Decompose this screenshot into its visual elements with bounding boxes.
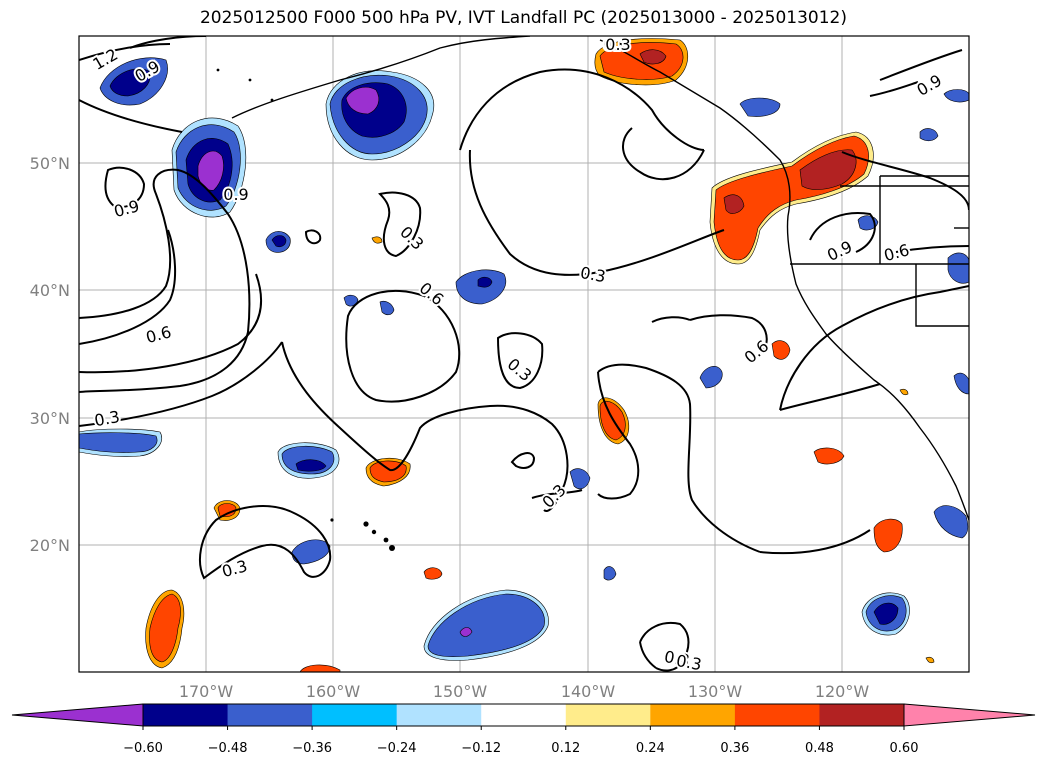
colorbar	[11, 703, 1036, 727]
lon-tick-label: 130°W	[688, 682, 743, 701]
negative-pv-regions	[79, 57, 969, 661]
positive-pv-regions	[145, 38, 935, 672]
colorbar-tick-label: −0.36	[292, 741, 332, 756]
lon-tick-label: 150°W	[433, 682, 488, 701]
colorbar-segment	[819, 704, 905, 726]
ivt-contours	[79, 36, 969, 672]
colorbar-tick-label: 0.60	[890, 741, 919, 756]
colorbar-tick-labels: −0.60 −0.48 −0.36 −0.24 −0.12 0.12 0.24 0.36 0.4…	[123, 726, 918, 756]
colorbar-segment	[650, 704, 736, 726]
colorbar-tick-label: 0.24	[636, 741, 665, 756]
colorbar-tick-label: 0.36	[720, 741, 749, 756]
contour-label: 0.3	[605, 35, 630, 54]
colorbar-segment	[565, 704, 651, 726]
lon-tick-label: 140°W	[561, 682, 616, 701]
contour-label: 0.9	[112, 196, 142, 221]
map-title: 2025012500 F000 500 hPa PV, IVT Landfall…	[199, 8, 847, 28]
colorbar-tick-label: −0.60	[123, 741, 163, 756]
colorbar-tick-label: −0.48	[208, 741, 248, 756]
lat-tick-label: 30°N	[30, 409, 70, 428]
colorbar-tick-label: −0.24	[377, 741, 417, 756]
colorbar-tick-label: 0.48	[805, 741, 834, 756]
colorbar-segment	[481, 704, 567, 726]
lat-tick-label: 40°N	[30, 281, 70, 300]
islands	[216, 68, 395, 551]
colorbar-border	[142, 703, 905, 727]
lon-tick-label: 120°W	[815, 682, 870, 701]
map-frame	[78, 35, 970, 673]
lon-tick-label: 170°W	[179, 682, 234, 701]
colorbar-tick-label: 0.12	[551, 741, 580, 756]
colorbar-segment	[396, 704, 482, 726]
contour-label: 0.6	[603, 35, 628, 54]
lon-tick-label: 160°W	[306, 682, 361, 701]
colorbar-segment	[143, 704, 229, 726]
colorbar-extend-low	[11, 703, 144, 727]
lat-tick-label: 20°N	[30, 536, 70, 555]
lon-tick-labels: 170°W 160°W 150°W 140°W 130°W 120°W	[179, 682, 870, 701]
lat-tick-labels: 50°N 40°N 30°N 20°N	[30, 154, 70, 555]
colorbar-extend-high	[903, 703, 1036, 727]
colorbar-segment	[734, 704, 820, 726]
contour-label: 0.9	[223, 185, 248, 204]
colorbar-tick-label: −0.12	[461, 741, 501, 756]
coastlines	[231, 36, 969, 521]
gridlines	[79, 36, 969, 672]
colorbar-segment	[312, 704, 398, 726]
contour-label: 0.3	[579, 263, 607, 286]
colorbar-segment	[227, 704, 313, 726]
lat-tick-label: 50°N	[30, 154, 70, 173]
